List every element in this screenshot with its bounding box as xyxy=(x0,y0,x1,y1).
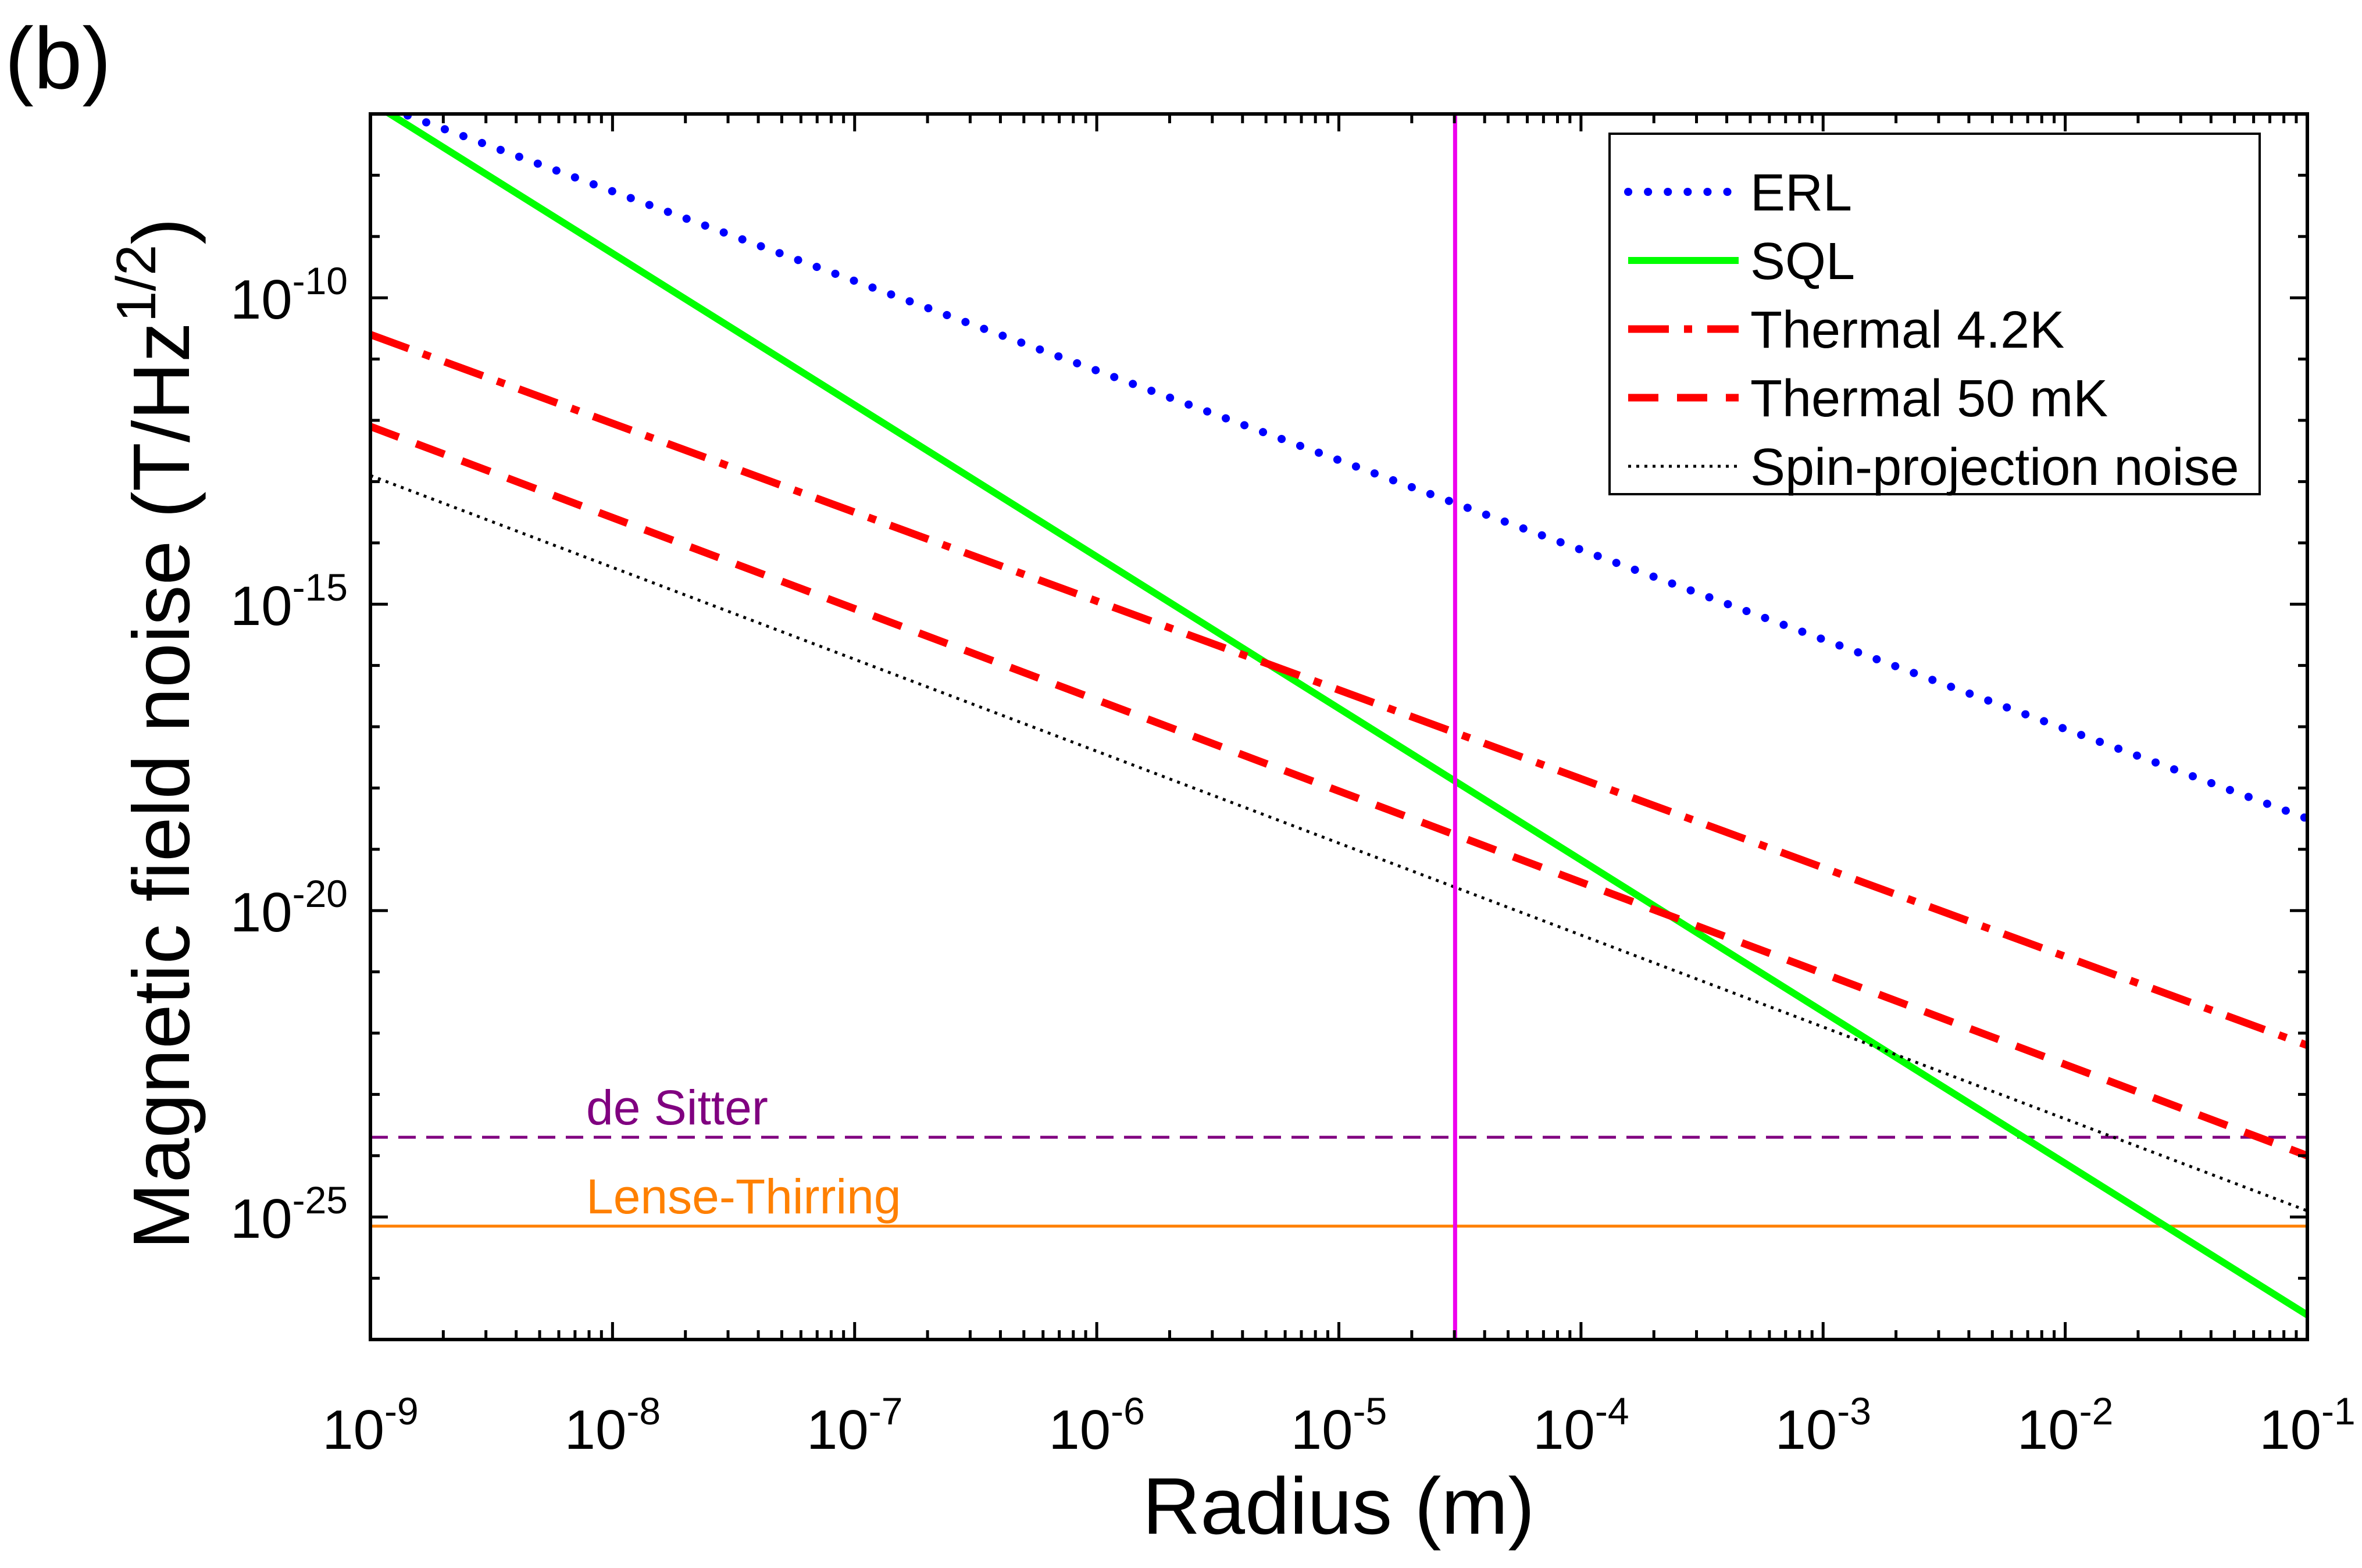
panel-label: (b) xyxy=(5,9,111,107)
series-line-erl xyxy=(391,114,2307,823)
x-tick-label: 10-1 xyxy=(2259,1390,2355,1461)
legend-label: SQL xyxy=(1750,233,1855,291)
legend-label: Thermal 50 mK xyxy=(1750,370,2108,428)
x-axis-label: Radius (m) xyxy=(1143,1462,1535,1551)
x-tick-label: 10-5 xyxy=(1291,1390,1387,1461)
y-tick-label: 10-15 xyxy=(230,566,348,637)
x-tick-label: 10-3 xyxy=(1775,1390,1871,1461)
legend: ERL SQL Thermal 4.2K Thermal 50 mK Spin-proj… xyxy=(1608,133,2261,497)
series-line-thermal-50-mk xyxy=(370,423,2307,1159)
y-tick-label: 10-25 xyxy=(230,1178,348,1250)
hline-label-lense-thirring: Lense-Thirring xyxy=(586,1169,901,1224)
y-axis-label: Magnetic field noise (T/Hz1/2) xyxy=(105,218,206,1250)
series-line-spin-projection-noise xyxy=(370,474,2307,1212)
x-tick-label: 10-2 xyxy=(2017,1390,2113,1461)
x-tick-label: 10-9 xyxy=(322,1390,418,1461)
hline-label-de-sitter: de Sitter xyxy=(586,1080,768,1135)
y-axis-label-close: ) xyxy=(117,218,206,245)
legend-label: Thermal 4.2K xyxy=(1750,301,2064,359)
series-line-sql xyxy=(383,114,2307,1318)
legend-box xyxy=(1608,133,2261,495)
legend-label: Spin-projection noise xyxy=(1750,438,2239,497)
y-tick-label: 10-10 xyxy=(230,259,348,331)
y-axis-label-sup: 1/2 xyxy=(105,245,167,322)
x-tick-label: 10-4 xyxy=(1533,1390,1629,1461)
x-tick-label: 10-6 xyxy=(1048,1390,1144,1461)
y-tick-label: 10-20 xyxy=(230,872,348,944)
x-tick-label: 10-8 xyxy=(565,1390,661,1461)
series-line-thermal-4-2k xyxy=(370,331,2307,1049)
x-tick-label: 10-7 xyxy=(807,1390,902,1461)
y-axis-label-main: Magnetic field noise (T/Hz xyxy=(117,322,206,1249)
legend-label: ERL xyxy=(1750,164,1852,222)
